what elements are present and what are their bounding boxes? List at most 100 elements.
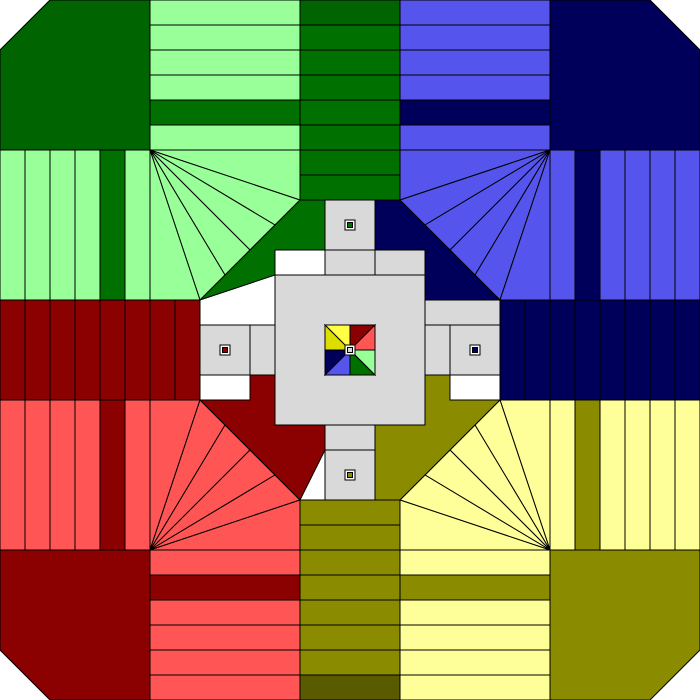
track-cell[interactable] (599, 399, 626, 551)
track-cell[interactable] (0, 399, 26, 551)
safe-cell-green[interactable] (99, 149, 126, 301)
track-cell[interactable] (624, 399, 651, 551)
home-column-cell[interactable] (299, 549, 401, 576)
safe-cell-blue[interactable] (399, 99, 551, 126)
green-start-marker-core (347, 222, 353, 228)
red-base (0, 549, 151, 700)
track-cell[interactable] (149, 624, 301, 651)
fan-cell-blue[interactable] (499, 149, 551, 301)
red-start-marker-core (222, 347, 228, 353)
track-cell[interactable] (399, 24, 551, 51)
fan-cell-red[interactable] (149, 499, 301, 551)
track-cell[interactable] (399, 49, 551, 76)
center-connector (324, 249, 376, 276)
track-cell[interactable] (624, 149, 651, 301)
track-cell[interactable] (149, 549, 301, 576)
home-column-cell[interactable] (299, 99, 401, 126)
safe-cell-green[interactable] (149, 99, 301, 126)
home-column-cell[interactable] (24, 299, 51, 401)
green-base (0, 0, 151, 151)
track-cell[interactable] (549, 399, 576, 551)
safe-cell-red[interactable] (99, 399, 126, 551)
center-connector (324, 424, 376, 451)
track-cell[interactable] (149, 124, 301, 151)
track-cell[interactable] (124, 149, 151, 301)
home-column-cell[interactable] (99, 299, 126, 401)
track-cell[interactable] (149, 74, 301, 101)
track-cell[interactable] (674, 149, 700, 301)
home-column-cell[interactable] (124, 299, 151, 401)
home-column-cell[interactable] (299, 24, 401, 51)
track-cell[interactable] (49, 399, 76, 551)
fan-cell-yellow[interactable] (399, 499, 551, 551)
home-column-cell[interactable] (299, 0, 401, 26)
track-cell[interactable] (24, 149, 51, 301)
yellow-base (549, 549, 700, 700)
home-column-cell[interactable] (299, 524, 401, 551)
safe-cell-red[interactable] (149, 574, 301, 601)
track-cell[interactable] (399, 0, 551, 26)
home-column-cell[interactable] (299, 599, 401, 626)
center-connector (424, 324, 451, 376)
track-cell[interactable] (149, 0, 301, 26)
home-column-cell[interactable] (549, 299, 576, 401)
home-column-cell[interactable] (149, 299, 176, 401)
home-column-cell[interactable] (674, 299, 700, 401)
home-column-cell[interactable] (299, 649, 401, 676)
goal-square[interactable] (324, 324, 376, 376)
yellow-start-marker-core (347, 472, 353, 478)
home-column-cell[interactable] (299, 174, 401, 201)
blue-start-marker-core (472, 347, 478, 353)
track-cell[interactable] (649, 149, 676, 301)
fan-cell-green[interactable] (149, 149, 201, 301)
home-column-cell[interactable] (499, 299, 526, 401)
track-cell[interactable] (549, 149, 576, 301)
track-cell[interactable] (49, 149, 76, 301)
track-cell[interactable] (149, 49, 301, 76)
track-cell[interactable] (399, 624, 551, 651)
safe-cell-blue[interactable] (574, 149, 601, 301)
home-column-cell[interactable] (299, 49, 401, 76)
track-cell[interactable] (399, 549, 551, 576)
track-cell[interactable] (149, 24, 301, 51)
track-cell[interactable] (124, 399, 151, 551)
home-column-cell[interactable] (649, 299, 676, 401)
home-column-cell[interactable] (299, 124, 401, 151)
center-marker-core (347, 347, 353, 353)
home-column-cell[interactable] (74, 299, 101, 401)
home-column-cell[interactable] (299, 624, 401, 651)
home-column-cell[interactable] (174, 299, 201, 401)
home-column-cell[interactable] (299, 74, 401, 101)
track-cell[interactable] (674, 399, 700, 551)
track-cell[interactable] (399, 599, 551, 626)
track-cell[interactable] (149, 674, 301, 700)
safe-cell-yellow[interactable] (399, 574, 551, 601)
safe-cell-yellow[interactable] (574, 399, 601, 551)
track-cell[interactable] (399, 649, 551, 676)
track-cell[interactable] (24, 399, 51, 551)
track-cell[interactable] (74, 399, 101, 551)
track-cell[interactable] (149, 649, 301, 676)
blue-base (549, 0, 700, 151)
track-cell[interactable] (399, 74, 551, 101)
track-cell[interactable] (149, 599, 301, 626)
home-column-cell[interactable] (299, 574, 401, 601)
home-column-cell[interactable] (599, 299, 626, 401)
home-column-cell[interactable] (299, 499, 401, 526)
track-cell[interactable] (599, 149, 626, 301)
track-cell[interactable] (399, 674, 551, 700)
home-column-cell[interactable] (299, 149, 401, 176)
home-column-cell[interactable] (49, 299, 76, 401)
home-column-cell[interactable] (524, 299, 551, 401)
right-entry-pad[interactable] (449, 324, 501, 376)
home-column-cell[interactable] (574, 299, 601, 401)
track-cell[interactable] (649, 399, 676, 551)
track-cell[interactable] (399, 124, 551, 151)
track-cell[interactable] (0, 149, 26, 301)
home-column-cell[interactable] (624, 299, 651, 401)
home-column-cell[interactable] (0, 299, 26, 401)
track-cell[interactable] (74, 149, 101, 301)
home-column-cell[interactable] (299, 674, 401, 700)
